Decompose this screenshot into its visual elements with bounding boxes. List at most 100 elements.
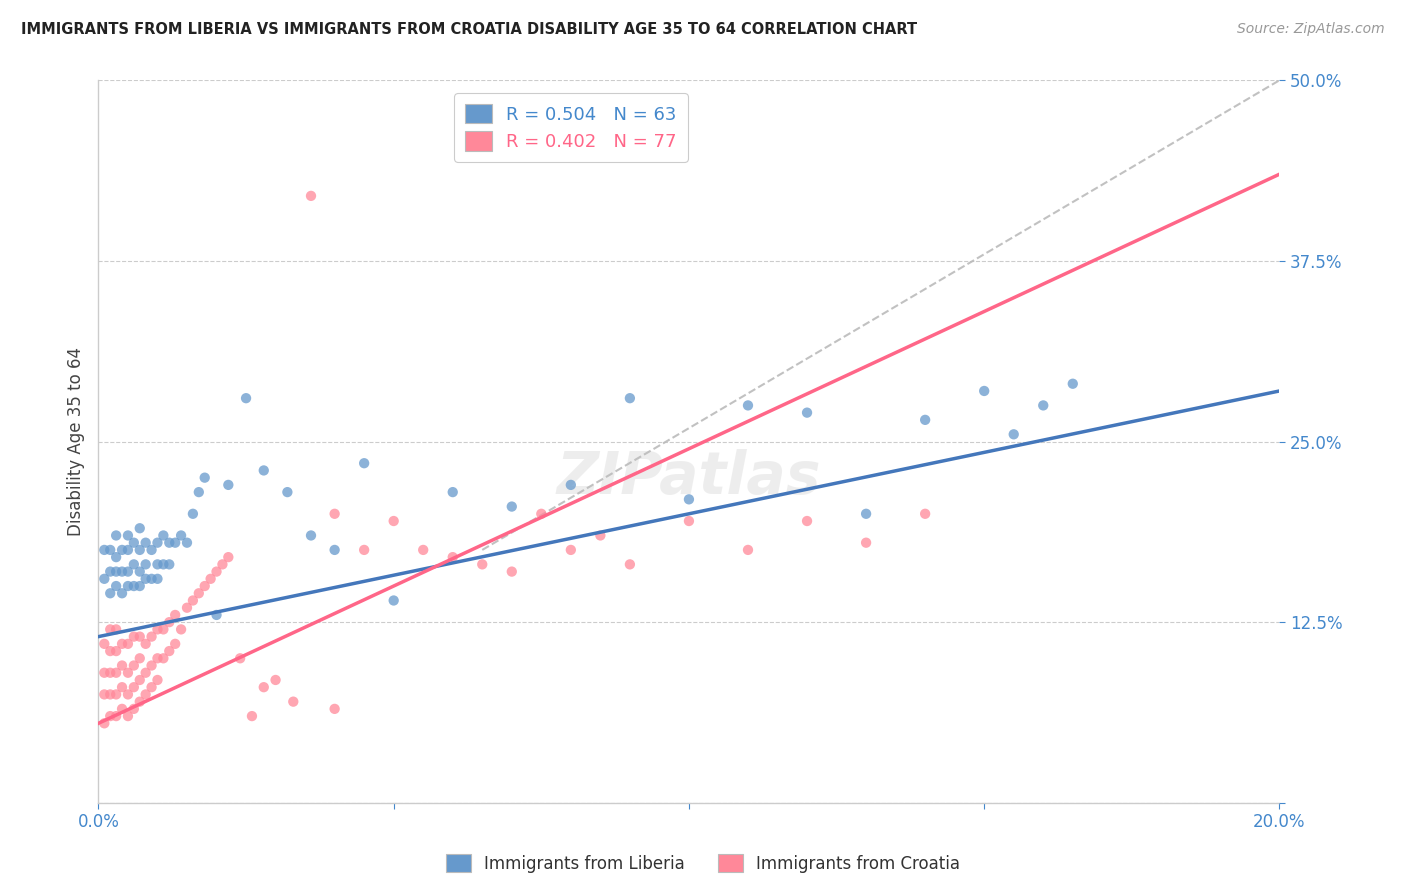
Point bbox=[914, 413, 936, 427]
Point bbox=[128, 673, 150, 687]
Point bbox=[141, 680, 163, 694]
Point bbox=[353, 456, 375, 470]
Point bbox=[678, 492, 700, 507]
Point bbox=[117, 542, 139, 557]
Point bbox=[152, 558, 174, 572]
Point bbox=[93, 542, 115, 557]
Point bbox=[111, 658, 134, 673]
Point bbox=[128, 630, 150, 644]
Point bbox=[194, 470, 217, 484]
Point bbox=[93, 687, 115, 701]
Point bbox=[117, 528, 139, 542]
Point bbox=[217, 478, 239, 492]
Point bbox=[105, 528, 128, 542]
Point bbox=[323, 702, 346, 716]
Point bbox=[170, 623, 193, 637]
Point bbox=[105, 623, 128, 637]
Point bbox=[98, 665, 121, 680]
Point bbox=[165, 535, 187, 549]
Point bbox=[135, 572, 157, 586]
Point bbox=[678, 514, 700, 528]
Point bbox=[135, 665, 157, 680]
Point bbox=[264, 673, 287, 687]
Point bbox=[135, 535, 157, 549]
Point bbox=[141, 658, 163, 673]
Point bbox=[165, 607, 187, 622]
Point bbox=[93, 665, 115, 680]
Point bbox=[93, 572, 115, 586]
Point bbox=[105, 644, 128, 658]
Point bbox=[200, 572, 222, 586]
Legend: Immigrants from Liberia, Immigrants from Croatia: Immigrants from Liberia, Immigrants from… bbox=[439, 847, 967, 880]
Point bbox=[382, 593, 405, 607]
Point bbox=[105, 665, 128, 680]
Point bbox=[737, 398, 759, 412]
Point bbox=[855, 535, 877, 549]
Point bbox=[128, 579, 150, 593]
Point bbox=[796, 514, 818, 528]
Point bbox=[229, 651, 252, 665]
Point bbox=[170, 528, 193, 542]
Point bbox=[152, 651, 174, 665]
Point bbox=[152, 623, 174, 637]
Point bbox=[98, 623, 121, 637]
Point bbox=[165, 637, 187, 651]
Point bbox=[501, 500, 523, 514]
Text: ZIPatlas: ZIPatlas bbox=[557, 450, 821, 506]
Point bbox=[1032, 398, 1054, 412]
Point bbox=[194, 579, 217, 593]
Point bbox=[117, 665, 139, 680]
Point bbox=[122, 630, 145, 644]
Point bbox=[135, 637, 157, 651]
Point bbox=[98, 644, 121, 658]
Point bbox=[1062, 376, 1084, 391]
Y-axis label: Disability Age 35 to 64: Disability Age 35 to 64 bbox=[66, 347, 84, 536]
Point bbox=[122, 535, 145, 549]
Point bbox=[235, 391, 257, 405]
Point bbox=[105, 687, 128, 701]
Point bbox=[105, 550, 128, 565]
Point bbox=[98, 586, 121, 600]
Point bbox=[211, 558, 233, 572]
Point bbox=[157, 644, 180, 658]
Point bbox=[111, 680, 134, 694]
Point bbox=[187, 586, 209, 600]
Point bbox=[973, 384, 995, 398]
Point bbox=[98, 542, 121, 557]
Point bbox=[382, 514, 405, 528]
Point bbox=[323, 542, 346, 557]
Point bbox=[146, 572, 169, 586]
Point bbox=[135, 687, 157, 701]
Point bbox=[146, 673, 169, 687]
Point bbox=[353, 542, 375, 557]
Point bbox=[111, 565, 134, 579]
Point bbox=[276, 485, 298, 500]
Point bbox=[117, 709, 139, 723]
Point bbox=[122, 702, 145, 716]
Point bbox=[176, 535, 198, 549]
Point bbox=[128, 521, 150, 535]
Point bbox=[441, 550, 464, 565]
Point bbox=[93, 637, 115, 651]
Point bbox=[152, 528, 174, 542]
Point bbox=[98, 565, 121, 579]
Point bbox=[205, 607, 228, 622]
Point bbox=[217, 550, 239, 565]
Point bbox=[122, 680, 145, 694]
Point bbox=[181, 507, 204, 521]
Point bbox=[323, 507, 346, 521]
Point bbox=[128, 565, 150, 579]
Point bbox=[122, 558, 145, 572]
Point bbox=[855, 507, 877, 521]
Point bbox=[530, 507, 553, 521]
Point bbox=[157, 615, 180, 630]
Point bbox=[914, 507, 936, 521]
Point bbox=[122, 579, 145, 593]
Point bbox=[111, 586, 134, 600]
Point bbox=[1002, 427, 1025, 442]
Point bbox=[146, 558, 169, 572]
Point bbox=[146, 623, 169, 637]
Point bbox=[560, 542, 582, 557]
Point bbox=[98, 709, 121, 723]
Point bbox=[105, 565, 128, 579]
